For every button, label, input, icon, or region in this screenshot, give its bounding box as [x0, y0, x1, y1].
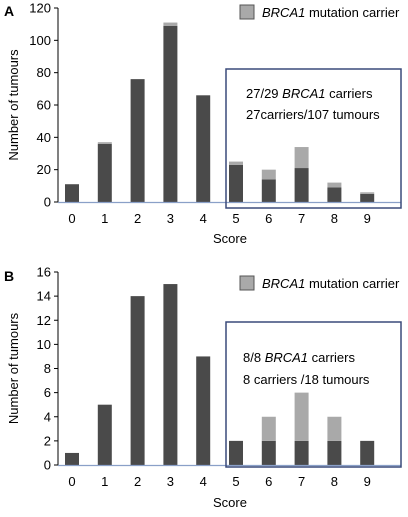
bar-non-carrier-score-3	[163, 25, 178, 203]
legend: BRCA1 mutation carrier	[239, 4, 400, 20]
annotation-line-1: 8/8 BRCA1 carriers	[243, 350, 355, 365]
bar-carrier-score-7	[294, 392, 309, 441]
x-axis-label: Score	[213, 231, 247, 246]
annotation-line-1: 27/29 BRCA1 carriers	[246, 86, 373, 101]
bar-non-carrier-score-9	[360, 193, 375, 202]
chart-panel-a: A 0 20 40 60 80 100 120 Number of tumours 0 1 2 3 4 5 6…	[4, 1, 402, 246]
x-tick-label: 2	[134, 474, 141, 489]
bar-non-carrier-score-8	[327, 187, 342, 202]
bar-carrier-score-7	[294, 147, 309, 169]
x-tick-label: 5	[232, 211, 239, 226]
x-tick-label: 4	[200, 211, 207, 226]
bar-carrier-score-1	[97, 142, 112, 144]
y-tick-label: 14	[37, 289, 51, 304]
x-tick-label: 0	[68, 211, 75, 226]
highlight-box	[225, 68, 402, 209]
bar-carrier-score-9	[360, 192, 375, 194]
bar-carrier-score-8	[327, 416, 342, 441]
annotation-line-2: 8 carriers /18 tumours	[243, 372, 370, 387]
y-tick-label: 20	[37, 162, 51, 177]
bar-carrier-score-5	[229, 161, 243, 165]
bar-non-carrier-score-0	[65, 452, 79, 465]
x-tick-label: 3	[167, 211, 174, 226]
legend-swatch-carrier	[239, 275, 255, 291]
x-tick-label: 8	[331, 474, 338, 489]
y-tick-label: 0	[44, 458, 51, 473]
annotation-line-2: 27carriers/107 tumours	[246, 107, 380, 122]
x-tick-label: 9	[364, 474, 371, 489]
bar-non-carrier-score-8	[327, 440, 342, 465]
y-axis-label: Number of tumours	[6, 49, 21, 161]
x-tick-label: 5	[232, 474, 239, 489]
x-tick-label: 1	[101, 474, 108, 489]
bar-non-carrier-score-2	[130, 296, 145, 465]
y-tick-label: 10	[37, 337, 51, 352]
bar-non-carrier-score-1	[97, 404, 112, 465]
bar-non-carrier-score-2	[130, 79, 145, 202]
bar-carrier-score-3	[163, 22, 178, 26]
legend-label-carrier: BRCA1 mutation carrier	[262, 276, 400, 291]
bar-non-carrier-score-4	[196, 356, 211, 465]
x-tick-label: 7	[298, 211, 305, 226]
bar-non-carrier-score-5	[229, 440, 243, 465]
legend: BRCA1 mutation carrier	[239, 275, 400, 291]
legend-label-carrier: BRCA1 mutation carrier	[262, 5, 400, 20]
y-tick-label: 12	[37, 313, 51, 328]
bar-non-carrier-score-0	[65, 184, 79, 202]
y-axis-label: Number of tumours	[6, 312, 21, 424]
y-tick-label: 100	[29, 33, 51, 48]
x-tick-label: 6	[265, 211, 272, 226]
bar-non-carrier-score-5	[229, 164, 243, 202]
legend-swatch-carrier	[239, 4, 255, 20]
bar-carrier-score-6	[261, 416, 276, 441]
x-tick-label: 0	[68, 474, 75, 489]
bar-non-carrier-score-3	[163, 284, 178, 465]
bar-non-carrier-score-6	[261, 440, 276, 465]
x-tick-label: 3	[167, 474, 174, 489]
bar-non-carrier-score-7	[294, 440, 309, 465]
y-tick-label: 0	[44, 195, 51, 210]
bar-carrier-score-8	[327, 182, 342, 188]
y-tick-label: 40	[37, 130, 51, 145]
x-tick-label: 4	[200, 474, 207, 489]
panel-label: B	[4, 268, 14, 284]
highlight-box	[225, 321, 402, 468]
bar-non-carrier-score-7	[294, 168, 309, 202]
bar-non-carrier-score-6	[261, 179, 276, 202]
y-tick-label: 16	[37, 265, 51, 280]
x-tick-label: 9	[364, 211, 371, 226]
bar-non-carrier-score-9	[360, 440, 375, 465]
y-tick-label: 4	[44, 409, 51, 424]
x-tick-label: 7	[298, 474, 305, 489]
y-tick-label: 80	[37, 65, 51, 80]
panel-label: A	[4, 3, 14, 19]
bar-non-carrier-score-1	[97, 143, 112, 202]
y-tick-label: 2	[44, 433, 51, 448]
y-tick-label: 8	[44, 361, 51, 376]
x-tick-label: 8	[331, 211, 338, 226]
bar-non-carrier-score-4	[196, 95, 211, 202]
x-tick-label: 2	[134, 211, 141, 226]
bar-carrier-score-6	[261, 169, 276, 180]
y-tick-label: 6	[44, 385, 51, 400]
x-axis-label: Score	[213, 495, 247, 510]
y-tick-label: 60	[37, 98, 51, 113]
x-tick-label: 6	[265, 474, 272, 489]
y-tick-label: 120	[29, 1, 51, 16]
x-tick-label: 1	[101, 211, 108, 226]
